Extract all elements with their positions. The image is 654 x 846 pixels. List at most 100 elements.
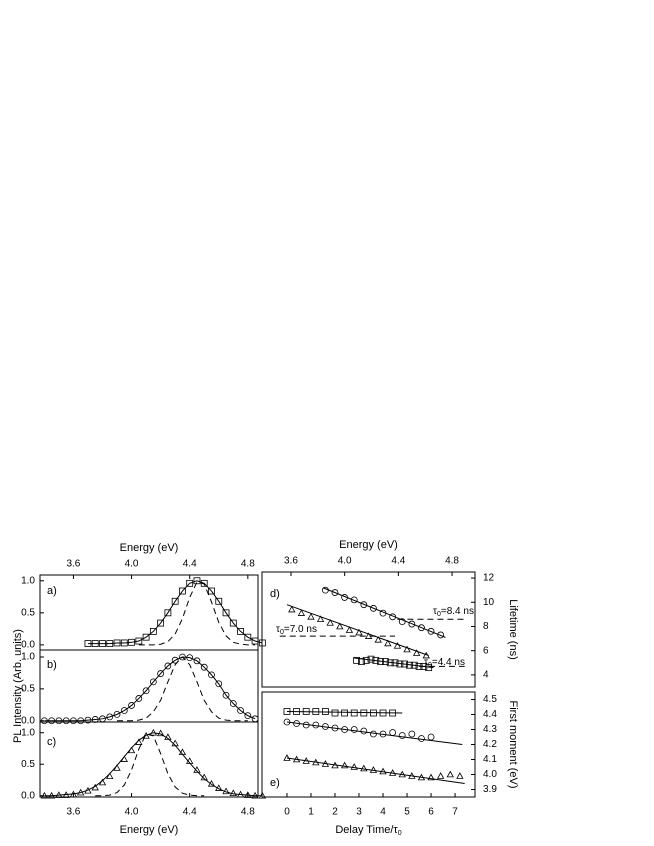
x-top-tick-label: 4.8 bbox=[445, 556, 459, 567]
fit-line bbox=[286, 757, 465, 784]
data-point bbox=[446, 770, 454, 778]
panel-label: d) bbox=[270, 588, 280, 600]
data-point bbox=[120, 707, 128, 714]
data-point bbox=[384, 639, 392, 647]
data-point bbox=[135, 637, 143, 645]
data-point bbox=[149, 628, 157, 635]
x-top-tick-label: 4.4 bbox=[391, 556, 405, 567]
data-point bbox=[412, 649, 421, 656]
annotation-part: 0 bbox=[437, 611, 441, 618]
x-axis-label-part: Delay Time/τ bbox=[335, 824, 398, 836]
data-point bbox=[149, 678, 157, 686]
data-point bbox=[345, 626, 354, 633]
x-tick-label: 4.4 bbox=[183, 807, 197, 818]
fit-line bbox=[87, 580, 263, 645]
annotation-part: τ bbox=[276, 624, 280, 635]
data-point bbox=[106, 772, 114, 780]
x-tick-label: 1 bbox=[308, 807, 314, 818]
data-point bbox=[171, 597, 179, 605]
panel-label: e) bbox=[270, 777, 280, 789]
data-point bbox=[288, 605, 296, 613]
data-point bbox=[142, 732, 150, 739]
x-top-axis-label: Energy (eV) bbox=[120, 542, 179, 554]
x-top-tick-label: 3.6 bbox=[66, 559, 80, 570]
data-point bbox=[106, 713, 114, 721]
data-point bbox=[360, 601, 368, 609]
data-point bbox=[398, 732, 406, 739]
data-point bbox=[157, 619, 165, 627]
annotation: τ0=8.4 ns bbox=[433, 606, 474, 619]
data-point bbox=[229, 789, 237, 797]
data-point bbox=[171, 656, 179, 664]
panel-frame bbox=[39, 721, 259, 798]
data-point bbox=[398, 618, 406, 626]
data-point bbox=[362, 656, 370, 664]
data-point bbox=[164, 733, 172, 740]
y-tick-label: 4.2 bbox=[483, 739, 497, 750]
data-point bbox=[408, 730, 416, 738]
y-tick-label: 12 bbox=[483, 573, 495, 584]
data-point bbox=[353, 656, 361, 664]
x-tick-label: 5 bbox=[404, 807, 410, 818]
dashed-line bbox=[138, 581, 256, 646]
data-point bbox=[326, 619, 334, 626]
data-point bbox=[157, 670, 165, 677]
x-top-axis-label: Energy (eV) bbox=[339, 539, 398, 551]
data-point bbox=[215, 680, 223, 688]
data-point bbox=[229, 700, 237, 707]
panel-label: c) bbox=[47, 736, 56, 748]
y-tick-label: 4.3 bbox=[483, 724, 497, 735]
y-tick-label: 4.0 bbox=[483, 769, 497, 780]
x-tick-label: 7 bbox=[452, 807, 458, 818]
data-point bbox=[350, 709, 358, 717]
data-point bbox=[360, 764, 368, 772]
data-point bbox=[370, 730, 377, 738]
y-tick-label: 4 bbox=[483, 670, 489, 681]
y-tick-label: 0.0 bbox=[21, 790, 35, 801]
data-point bbox=[251, 637, 259, 645]
x-top-tick-label: 3.6 bbox=[284, 556, 298, 567]
x-tick-label: 2 bbox=[332, 807, 338, 818]
x-axis-label-part: 0 bbox=[398, 830, 402, 837]
data-point bbox=[331, 709, 339, 717]
y-tick-label: 0.5 bbox=[21, 759, 35, 770]
data-point bbox=[427, 627, 435, 635]
annotation-part: τ bbox=[433, 606, 437, 617]
data-point bbox=[393, 642, 402, 649]
annotation-part: 0 bbox=[428, 662, 432, 669]
data-point bbox=[427, 773, 435, 781]
data-point bbox=[374, 635, 382, 643]
y-tick-label: 0.0 bbox=[21, 715, 35, 726]
data-point bbox=[113, 710, 121, 718]
data-point bbox=[350, 726, 358, 733]
data-point bbox=[316, 615, 325, 623]
data-point bbox=[186, 579, 194, 587]
x-top-tick-label: 4.0 bbox=[338, 556, 352, 567]
annotation-part: 0 bbox=[280, 629, 284, 636]
y-tick-label: 10 bbox=[483, 597, 495, 608]
data-point bbox=[403, 645, 411, 653]
y-tick-label: 4.1 bbox=[483, 754, 497, 765]
fit-line bbox=[322, 587, 446, 638]
fit-line bbox=[286, 604, 429, 656]
data-point bbox=[350, 763, 358, 770]
annotation: τ0=7.0 ns bbox=[276, 624, 317, 637]
data-point bbox=[193, 577, 201, 585]
data-point bbox=[222, 691, 230, 699]
data-point bbox=[456, 772, 464, 779]
fit-line bbox=[44, 732, 263, 797]
data-point bbox=[370, 604, 377, 612]
data-point bbox=[200, 663, 208, 671]
annotation-part: =8.4 ns bbox=[441, 606, 474, 617]
data-point bbox=[244, 633, 252, 641]
data-point bbox=[164, 609, 172, 617]
x-axis-label: Energy (eV) bbox=[120, 824, 179, 836]
data-point bbox=[355, 628, 363, 636]
x-tick-label: 4.0 bbox=[125, 807, 139, 818]
x-tick-label: 0 bbox=[284, 807, 290, 818]
data-point bbox=[283, 754, 291, 761]
data-point bbox=[237, 707, 244, 714]
data-point bbox=[418, 624, 425, 632]
data-point bbox=[237, 628, 244, 635]
data-point bbox=[331, 589, 339, 596]
